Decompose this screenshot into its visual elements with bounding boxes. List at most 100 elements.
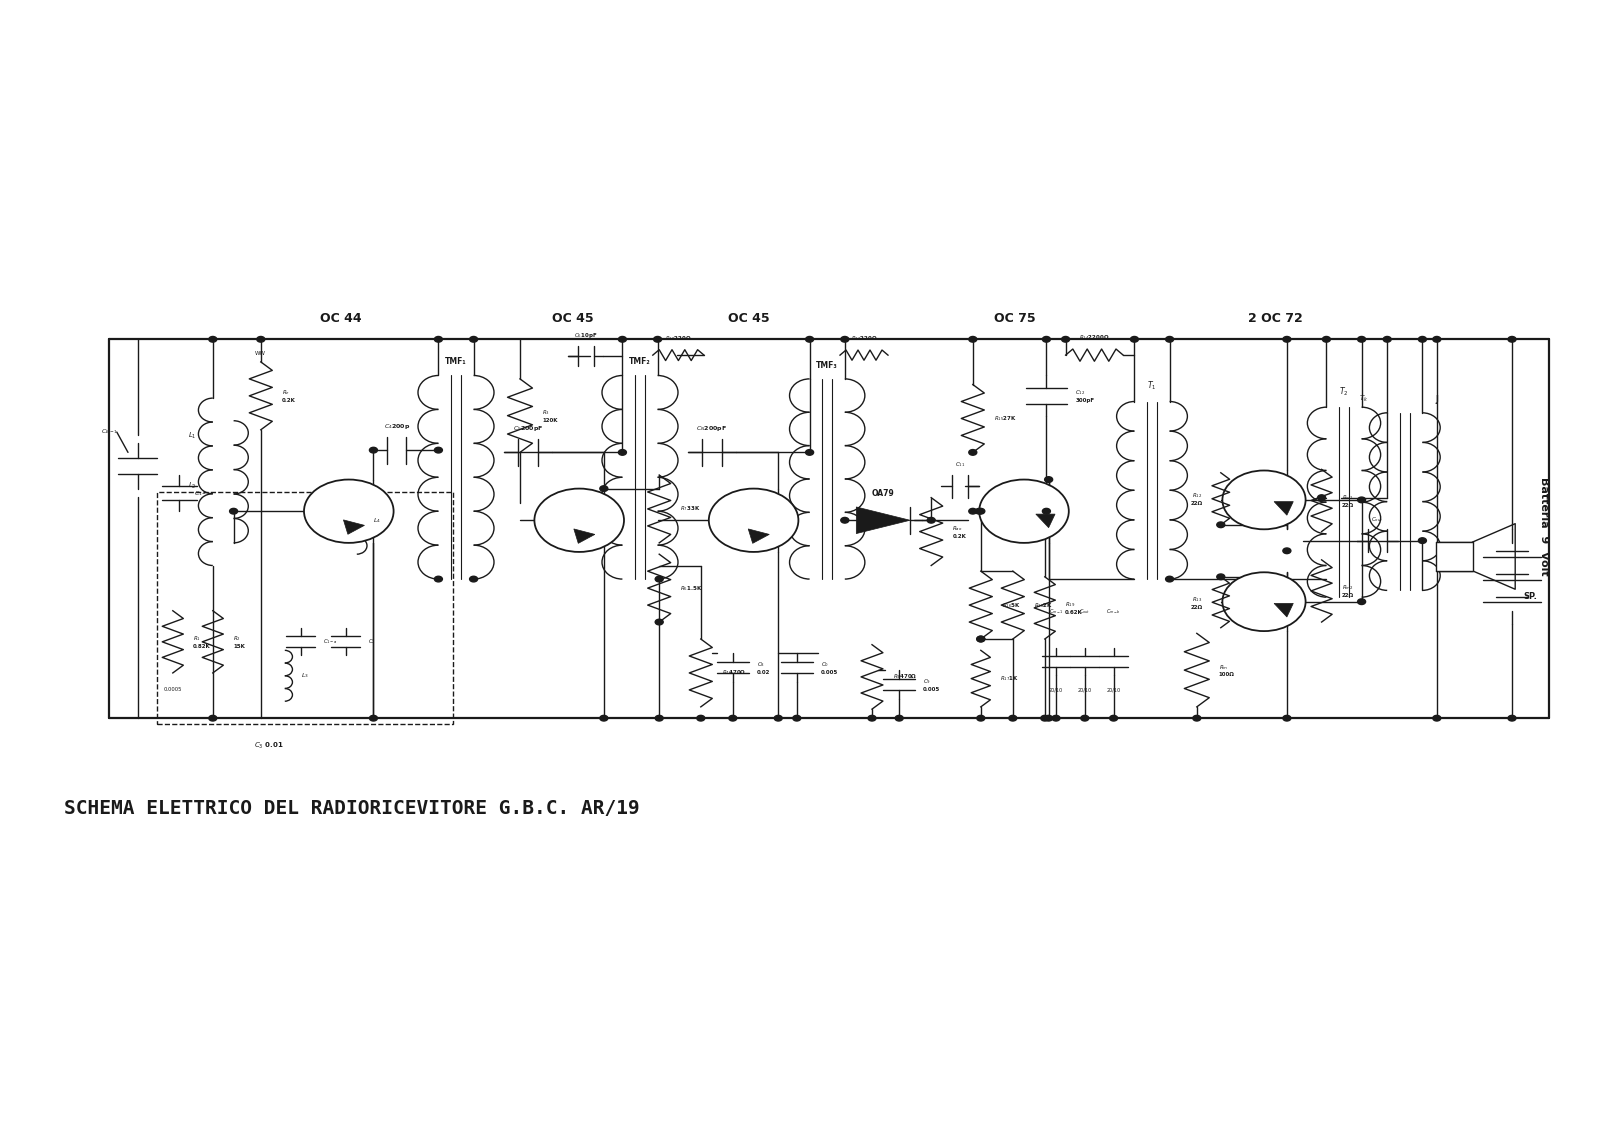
Text: $R_{15}$27K: $R_{15}$27K [994, 414, 1018, 423]
Text: 20/10: 20/10 [1078, 688, 1091, 692]
Circle shape [774, 716, 782, 722]
Text: $R_{10}$220Ω: $R_{10}$220Ω [666, 334, 691, 343]
Circle shape [470, 337, 477, 343]
Circle shape [434, 577, 442, 581]
Text: $C_6$10pF: $C_6$10pF [574, 331, 597, 340]
Circle shape [806, 450, 814, 455]
Circle shape [434, 337, 442, 343]
Circle shape [1382, 337, 1392, 343]
Text: WW: WW [256, 352, 266, 356]
Circle shape [842, 337, 850, 343]
Text: $T_1$: $T_1$ [1147, 380, 1157, 392]
Circle shape [928, 518, 934, 524]
Bar [157, 492, 453, 724]
Text: $R_m$
100Ω: $R_m$ 100Ω [1219, 663, 1235, 677]
Circle shape [1192, 716, 1200, 722]
Text: SCHEMA ELETTRICO DEL RADIORICEVITORE G.B.C. AR/19: SCHEMA ELETTRICO DEL RADIORICEVITORE G.B… [64, 800, 640, 818]
Text: $R_{18}$2K: $R_{18}$2K [1034, 601, 1053, 610]
Text: $C_3$ 0.01: $C_3$ 0.01 [254, 741, 283, 751]
Circle shape [1357, 599, 1365, 604]
Circle shape [618, 450, 627, 455]
Circle shape [1434, 337, 1440, 343]
Circle shape [1283, 337, 1291, 343]
Circle shape [208, 716, 218, 722]
Circle shape [979, 480, 1069, 543]
Circle shape [1045, 716, 1053, 722]
Text: $L_2$: $L_2$ [189, 481, 197, 492]
Text: 20/10: 20/10 [1107, 688, 1120, 692]
Text: $C_{12}$
300pF: $C_{12}$ 300pF [1075, 389, 1094, 403]
Circle shape [600, 716, 608, 722]
Circle shape [1418, 337, 1427, 343]
Circle shape [970, 450, 976, 455]
Circle shape [970, 509, 976, 513]
Polygon shape [344, 520, 365, 534]
Circle shape [1318, 495, 1325, 500]
Text: 0.0005: 0.0005 [163, 687, 182, 691]
Circle shape [370, 716, 378, 722]
Text: $C_{m-b}$: $C_{m-b}$ [1106, 607, 1122, 616]
Text: $R_7$33K: $R_7$33K [680, 504, 701, 513]
Text: $R_{16}$5K: $R_{16}$5K [1002, 601, 1021, 610]
Text: TMF₁: TMF₁ [445, 357, 467, 366]
Circle shape [434, 448, 442, 454]
Circle shape [1110, 716, 1117, 722]
Circle shape [1222, 572, 1306, 631]
Circle shape [653, 337, 662, 343]
Text: $R_6$1.5K: $R_6$1.5K [680, 584, 702, 593]
Text: SP.: SP. [1523, 592, 1538, 601]
Circle shape [976, 716, 984, 722]
Text: OC 75: OC 75 [994, 312, 1035, 326]
Circle shape [470, 577, 477, 581]
Circle shape [976, 636, 984, 642]
Text: $R_9$470Ω: $R_9$470Ω [893, 673, 917, 681]
Circle shape [1040, 716, 1050, 722]
Circle shape [1507, 716, 1517, 722]
Circle shape [1283, 549, 1291, 554]
Circle shape [208, 337, 218, 343]
Circle shape [656, 577, 664, 581]
Circle shape [1165, 577, 1173, 581]
Text: $R_{14}$2200Ω: $R_{14}$2200Ω [1078, 334, 1110, 343]
Circle shape [656, 620, 664, 624]
Text: $R_{11}$220Ω: $R_{11}$220Ω [851, 335, 877, 344]
Circle shape [256, 337, 266, 343]
Text: $R_{ao}$
0.2K: $R_{ao}$ 0.2K [952, 525, 966, 538]
Text: OA79: OA79 [872, 489, 894, 498]
Text: $T_k$: $T_k$ [1358, 394, 1368, 404]
Text: $R_2$
15K: $R_2$ 15K [234, 634, 245, 649]
Circle shape [1130, 337, 1138, 343]
Circle shape [1082, 716, 1090, 722]
Circle shape [976, 509, 984, 513]
Circle shape [600, 486, 608, 491]
Circle shape [1322, 337, 1330, 343]
Circle shape [1165, 337, 1173, 343]
Text: 20/10: 20/10 [1050, 688, 1062, 692]
Text: $L_1$: $L_1$ [189, 430, 197, 441]
Text: $C_{out}$: $C_{out}$ [1080, 607, 1090, 616]
Text: Batteria  9  Volt: Batteria 9 Volt [1539, 476, 1549, 576]
Circle shape [534, 489, 624, 552]
Circle shape [698, 716, 704, 722]
Text: TMF₃: TMF₃ [816, 361, 838, 370]
Circle shape [730, 716, 738, 722]
Circle shape [1222, 470, 1306, 529]
Text: $R_{13}$
22Ω: $R_{13}$ 22Ω [1190, 595, 1203, 610]
Text: J: J [1435, 395, 1438, 404]
Text: $C_8$
0.02: $C_8$ 0.02 [757, 661, 770, 674]
Text: $R_{17}$1K: $R_{17}$1K [1000, 674, 1019, 683]
Text: OC 44: OC 44 [320, 312, 362, 326]
Text: $C_{1-a}$: $C_{1-a}$ [323, 637, 338, 646]
Circle shape [1043, 337, 1051, 343]
Polygon shape [856, 507, 910, 534]
Circle shape [806, 337, 814, 343]
Text: $C_{2}$: $C_{2}$ [368, 637, 376, 646]
Circle shape [1283, 716, 1291, 722]
Circle shape [970, 337, 976, 343]
Text: $R_e$
0.2K: $R_e$ 0.2K [282, 389, 296, 403]
Text: $T_2$: $T_2$ [1339, 386, 1349, 398]
Circle shape [709, 489, 798, 552]
Text: $C_5$200pF: $C_5$200pF [512, 424, 544, 433]
Text: $C_{m-1}$: $C_{m-1}$ [1048, 607, 1064, 616]
Bar [1437, 542, 1472, 571]
